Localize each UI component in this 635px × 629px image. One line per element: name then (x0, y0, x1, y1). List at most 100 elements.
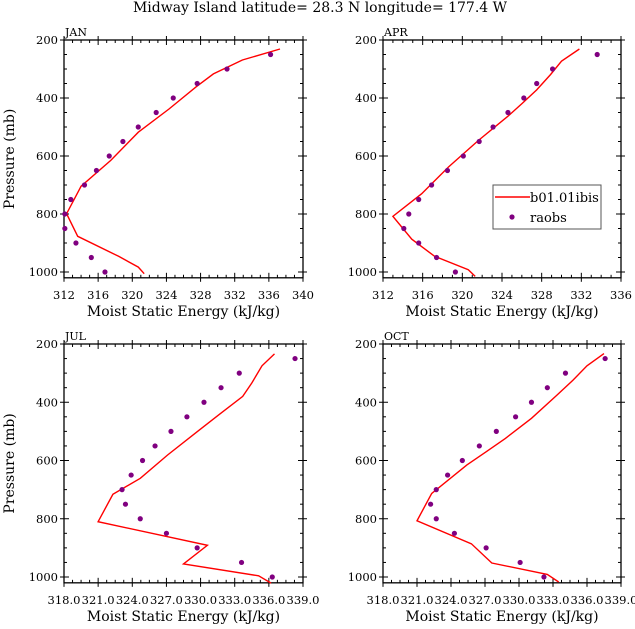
x-axis-label: Moist Static Energy (kJ/kg) (87, 609, 280, 625)
x-axis-label: Moist Static Energy (kJ/kg) (405, 609, 598, 625)
y-tick-label: 200 (355, 33, 377, 47)
x-tick-label: 321.0 (82, 593, 115, 607)
x-tick-label: 336 (258, 288, 280, 302)
raobs-point (444, 167, 451, 174)
x-tick-label: 340 (292, 288, 314, 302)
y-tick-label: 400 (355, 91, 377, 105)
legend-label-model: b01.01ibis (530, 191, 599, 206)
y-tick-label: 1000 (29, 570, 58, 584)
x-tick-label: 336.0 (571, 593, 604, 607)
x-tick-label: 336 (610, 288, 632, 302)
x-tick-label: 327.0 (469, 593, 502, 607)
raobs-point (81, 182, 88, 188)
raobs-point (102, 269, 108, 275)
raobs-point (459, 457, 465, 464)
x-tick-label: 320 (451, 288, 473, 302)
raobs-point (224, 66, 230, 72)
raobs-point (267, 51, 274, 58)
raobs-point (236, 370, 242, 376)
raobs-point (433, 516, 439, 522)
raobs-point (269, 574, 275, 580)
y-tick-label: 1000 (348, 570, 377, 584)
raobs-point (128, 472, 134, 478)
raobs-point (168, 428, 174, 434)
raobs-point (120, 138, 126, 145)
x-tick-label: 333.0 (218, 593, 251, 607)
x-tick-label: 324.0 (435, 593, 468, 607)
series-line-b01.01ibis (65, 48, 281, 275)
raobs-point (163, 530, 170, 536)
raobs-point (428, 182, 435, 188)
y-tick-label: 800 (355, 512, 377, 526)
y-tick-label: 400 (36, 91, 58, 105)
raobs-point (62, 225, 68, 232)
raobs-point (139, 457, 146, 464)
y-tick-label: 1000 (348, 265, 377, 279)
y-axis-label: Pressure (mb) (2, 413, 18, 513)
x-tick-label: 330.0 (503, 593, 536, 607)
raobs-point (406, 211, 412, 217)
y-tick-label: 1000 (29, 265, 58, 279)
raobs-point (528, 399, 535, 405)
raobs-point (433, 487, 439, 493)
raobs-point (544, 385, 550, 391)
panel-label: JUL (64, 330, 87, 343)
x-tick-label: 312 (53, 288, 75, 302)
raobs-point (153, 109, 159, 116)
raobs-point (513, 414, 519, 420)
raobs-point (119, 487, 125, 493)
raobs-point (194, 80, 200, 87)
raobs-point (218, 385, 224, 391)
plot-frame (63, 39, 304, 279)
x-tick-label: 316 (87, 288, 109, 302)
y-tick-label: 200 (36, 33, 58, 47)
raobs-point (476, 138, 482, 145)
raobs-point (490, 124, 496, 130)
raobs-point (562, 370, 569, 376)
series-line-b01.01ibis (416, 353, 605, 583)
raobs-point (137, 516, 143, 522)
panel-label: OCT (384, 330, 409, 343)
raobs-point (401, 225, 407, 232)
raobs-point (460, 153, 466, 159)
x-tick-label: 320 (121, 288, 143, 302)
raobs-point (521, 95, 527, 101)
x-tick-label: 332 (570, 288, 592, 302)
x-axis-label: Moist Static Energy (kJ/kg) (405, 304, 598, 320)
x-axis-label: Moist Static Energy (kJ/kg) (87, 304, 280, 320)
x-tick-label: 328 (190, 288, 212, 302)
x-tick-label: 318.0 (367, 593, 400, 607)
figure-title: Midway Island latitude= 28.3 N longitude… (133, 0, 508, 16)
raobs-point (170, 95, 176, 101)
x-tick-label: 316 (412, 288, 434, 302)
x-tick-label: 324 (491, 288, 513, 302)
y-tick-label: 200 (36, 337, 58, 351)
raobs-point (62, 211, 68, 217)
panel-apr: 312 316 320 324 328 332 336 200 400 600 800 1000 APR… (348, 26, 632, 320)
raobs-point (135, 124, 141, 130)
raobs-point (68, 196, 74, 203)
raobs-point (445, 472, 451, 478)
x-tick-label: 336.0 (252, 593, 285, 607)
x-tick-label: 339.0 (605, 593, 635, 607)
raobs-point (194, 545, 200, 551)
raobs-point (451, 530, 457, 536)
panel-label: APR (383, 26, 408, 39)
y-tick-label: 600 (355, 454, 377, 468)
plot-frame (382, 343, 622, 584)
y-tick-label: 400 (355, 395, 377, 409)
y-tick-label: 800 (36, 207, 58, 221)
x-tick-label: 327.0 (150, 593, 183, 607)
raobs-point (73, 240, 79, 246)
raobs-point (88, 254, 94, 261)
raobs-point (152, 443, 158, 449)
raobs-point (93, 167, 100, 174)
panel-jan: 312 316 320 324 328 332 336 340 200 400 600 800 1000… (2, 26, 314, 320)
x-tick-label: 324.0 (116, 593, 149, 607)
raobs-point (238, 559, 245, 566)
panel-label: JAN (64, 26, 87, 39)
raobs-point (416, 196, 422, 203)
raobs-point (505, 109, 511, 116)
